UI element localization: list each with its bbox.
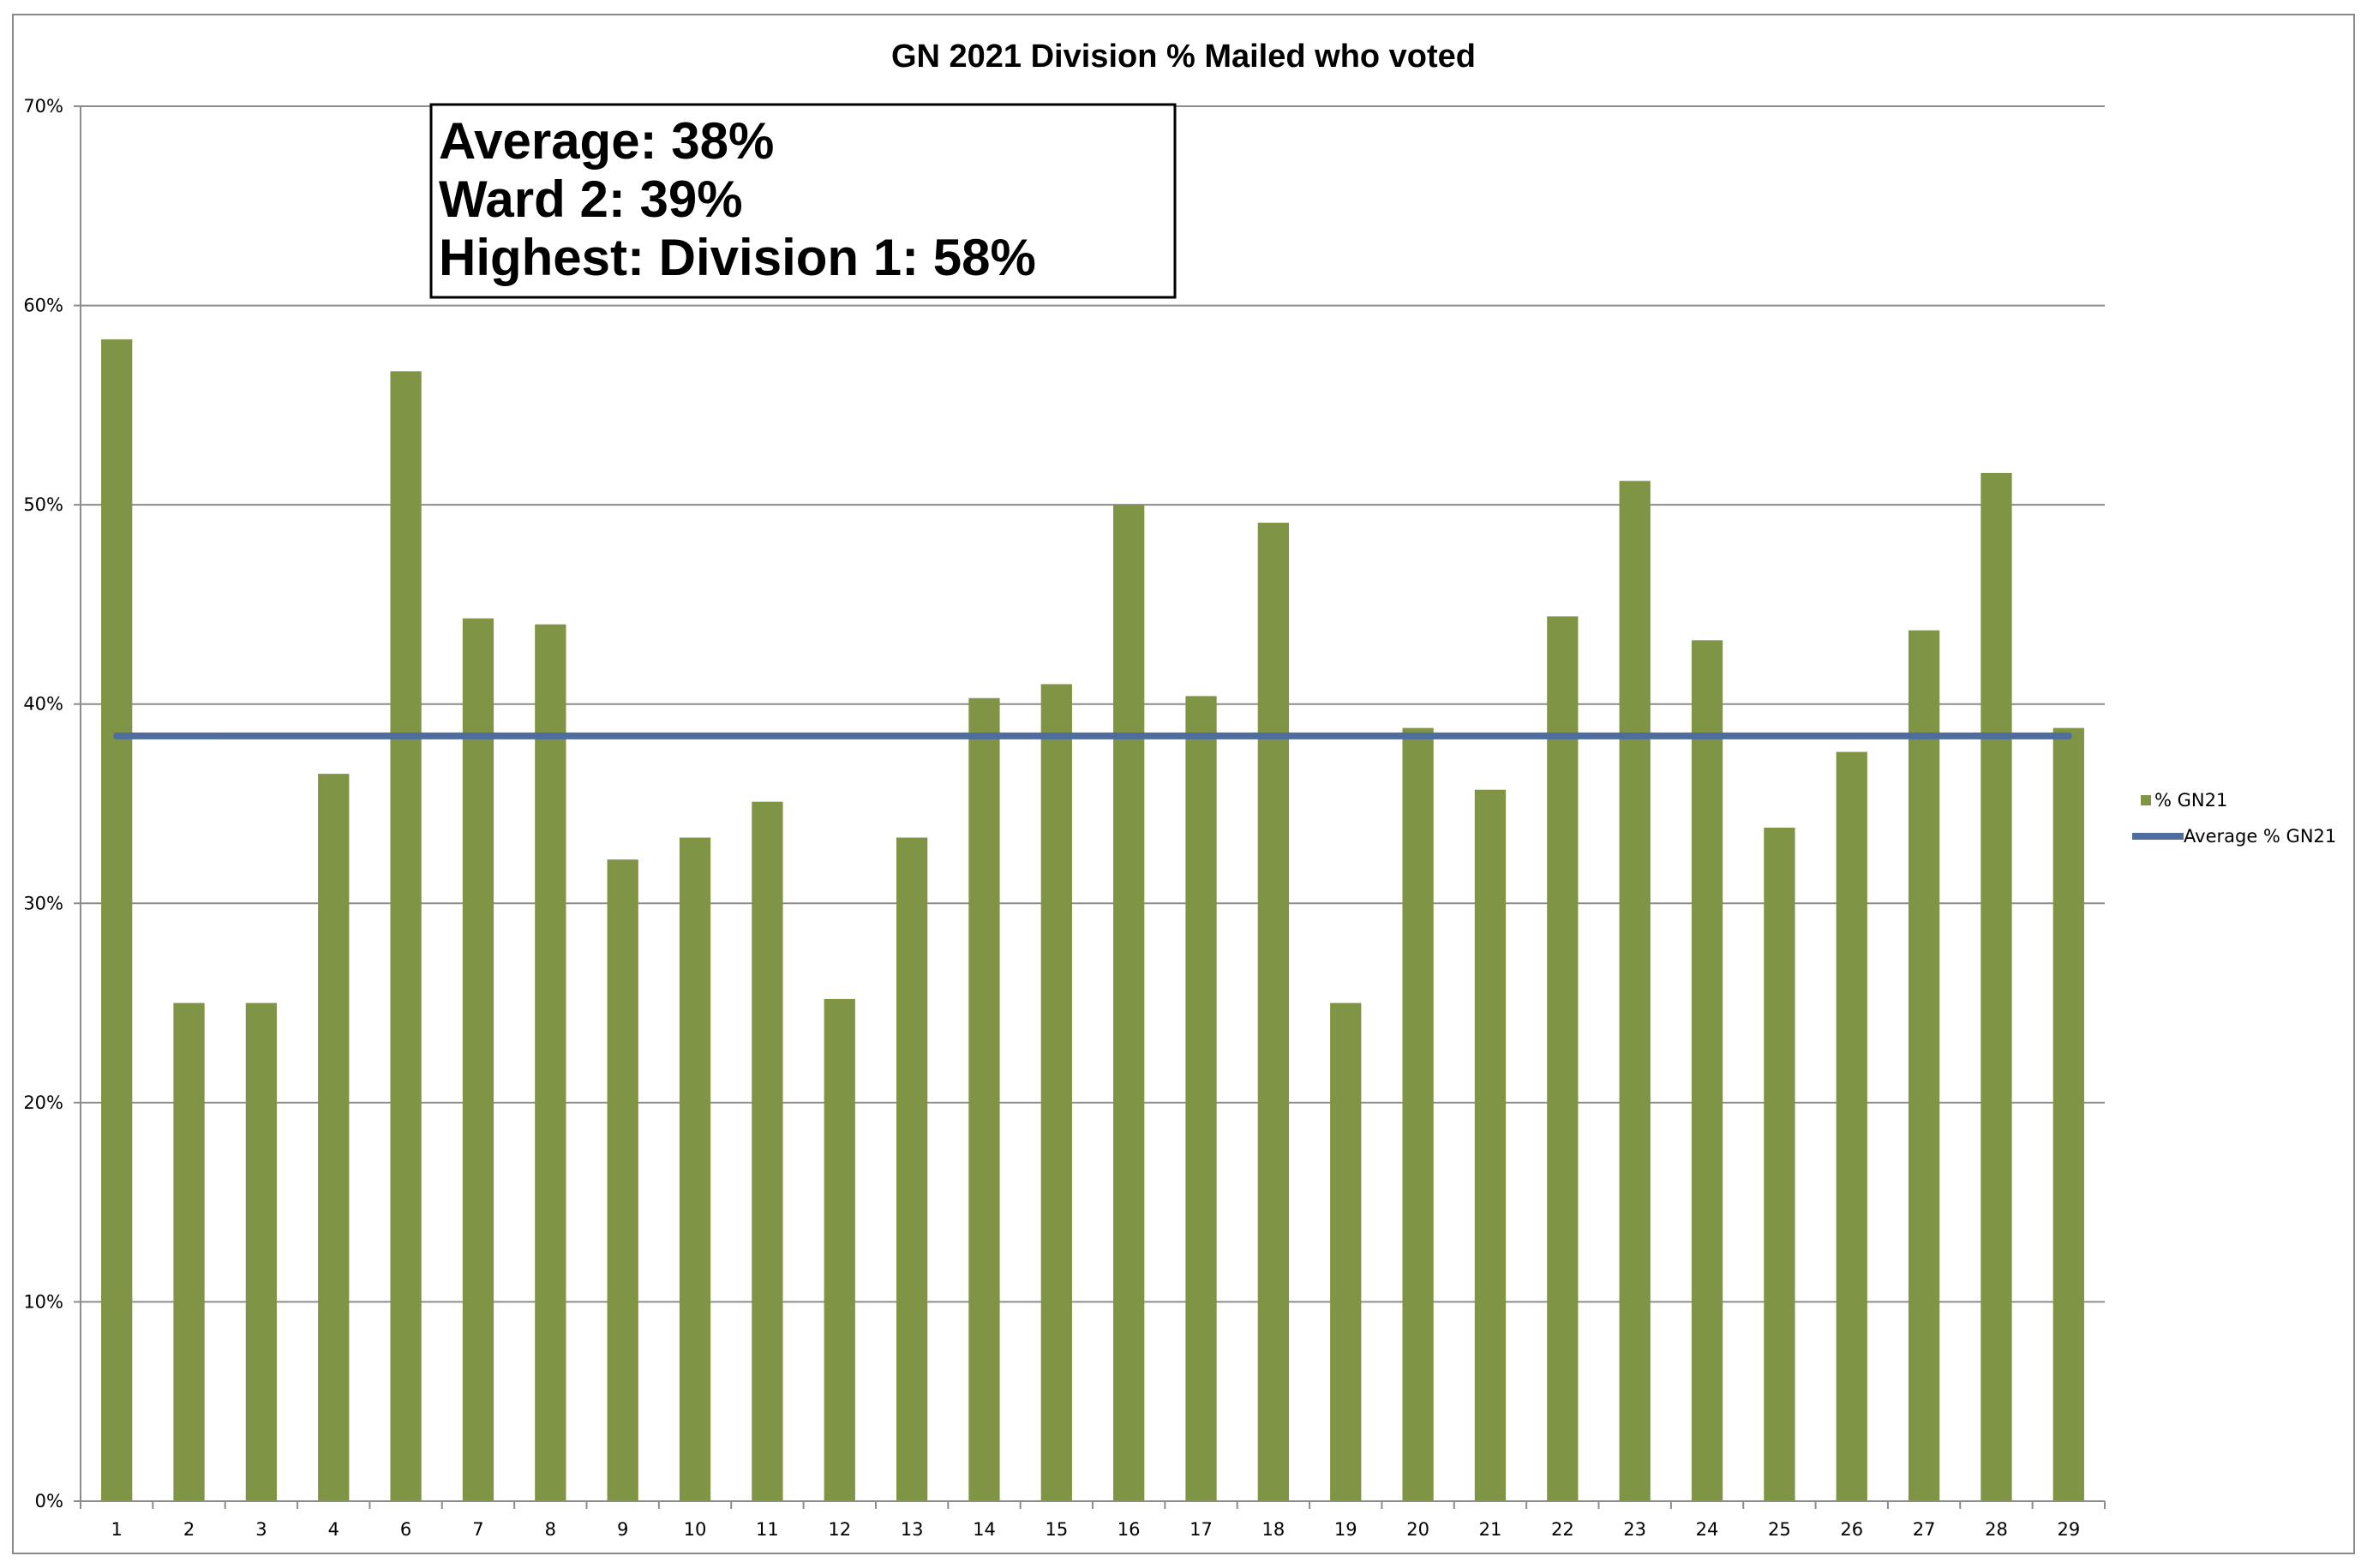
bar (752, 801, 783, 1501)
bar (245, 1002, 278, 1501)
x-tick-label: 1 (111, 1519, 122, 1540)
bar (968, 697, 1000, 1501)
legend: % GN21 Average % GN21 (2132, 790, 2336, 847)
x-tick-label: 7 (472, 1519, 483, 1540)
y-axis-ticks: 0% 10% 20% 30% 40% 50% 60% 70% (23, 96, 81, 1511)
bar (1402, 727, 1434, 1501)
bar (824, 998, 855, 1501)
x-tick-label: 22 (1551, 1519, 1574, 1540)
bar (896, 837, 928, 1501)
bar (318, 774, 350, 1501)
y-tick-label: 70% (23, 96, 63, 117)
x-tick-label: 23 (1623, 1519, 1646, 1540)
annotation-average: Average: 38% (439, 112, 774, 170)
x-tick-label: 17 (1189, 1519, 1213, 1540)
x-tick-label: 19 (1334, 1519, 1357, 1540)
x-tick-label: 4 (328, 1519, 339, 1540)
bar (390, 371, 422, 1501)
x-tick-label: 13 (901, 1519, 924, 1540)
annotation-highest: Highest: Division 1: 58% (439, 229, 1036, 286)
y-tick-label: 30% (23, 893, 63, 913)
x-tick-label: 20 (1406, 1519, 1429, 1540)
y-tick-label: 10% (23, 1291, 63, 1312)
x-axis-ticks: 1 2 3 4 6 7 8 9 10 11 12 13 14 15 16 17 18 19 20 21 22 23 24 25… (80, 1501, 2106, 1540)
bar (1691, 640, 1723, 1501)
bar (2052, 727, 2084, 1501)
y-tick-label: 0% (35, 1491, 63, 1511)
bar (1330, 1002, 1362, 1501)
y-tick-label: 40% (23, 694, 63, 715)
bar (679, 837, 711, 1501)
y-tick-label: 20% (23, 1092, 63, 1113)
bar (173, 1002, 205, 1501)
x-tick-label: 25 (1768, 1519, 1791, 1540)
x-tick-label: 8 (545, 1519, 556, 1540)
x-tick-label: 15 (1045, 1519, 1068, 1540)
x-tick-label: 18 (1262, 1519, 1285, 1540)
y-tick-label: 60% (23, 296, 63, 316)
axes (80, 106, 2105, 1502)
bar (101, 339, 133, 1501)
bar (1547, 616, 1579, 1502)
y-tick-label: 50% (23, 494, 63, 515)
x-tick-label: 10 (684, 1519, 707, 1540)
bar-series (101, 339, 2084, 1502)
bar (535, 624, 566, 1501)
annotation-border (429, 103, 1177, 299)
x-tick-label: 16 (1118, 1519, 1141, 1540)
x-tick-label: 24 (1696, 1519, 1719, 1540)
bar (1836, 751, 1867, 1501)
bar (1764, 827, 1795, 1501)
x-tick-label: 9 (617, 1519, 628, 1540)
bar (462, 618, 494, 1502)
x-tick-label: 12 (828, 1519, 851, 1540)
bar (607, 859, 638, 1501)
bar (1040, 684, 1072, 1501)
x-tick-label: 2 (183, 1519, 195, 1540)
chart-title: GN 2021 Division % Mailed who voted (891, 39, 1476, 75)
bar (1185, 696, 1217, 1501)
bar (1908, 630, 1940, 1501)
bar (1619, 481, 1651, 1501)
bar (1474, 789, 1507, 1501)
x-tick-label: 6 (400, 1519, 411, 1540)
legend-swatch-bars (2141, 795, 2151, 805)
x-tick-label: 28 (1985, 1519, 2008, 1540)
x-tick-label: 3 (255, 1519, 267, 1540)
x-tick-label: 21 (1479, 1519, 1502, 1540)
chart-frame (12, 14, 2355, 1554)
bar (1257, 523, 1290, 1502)
legend-label-bars: % GN21 (2154, 790, 2227, 811)
annotation-ward: Ward 2: 39% (439, 171, 743, 228)
x-tick-label: 11 (756, 1519, 779, 1540)
legend-label-average: Average % GN21 (2184, 826, 2336, 847)
x-tick-label: 26 (1840, 1519, 1863, 1540)
x-tick-label: 14 (973, 1519, 996, 1540)
x-tick-label: 27 (1913, 1519, 1936, 1540)
bar (1980, 472, 2012, 1502)
annotation-box: Average: 38% Ward 2: 39% Highest: Divisi… (429, 103, 1177, 299)
x-tick-label: 29 (2057, 1519, 2080, 1540)
bar (1113, 505, 1145, 1502)
